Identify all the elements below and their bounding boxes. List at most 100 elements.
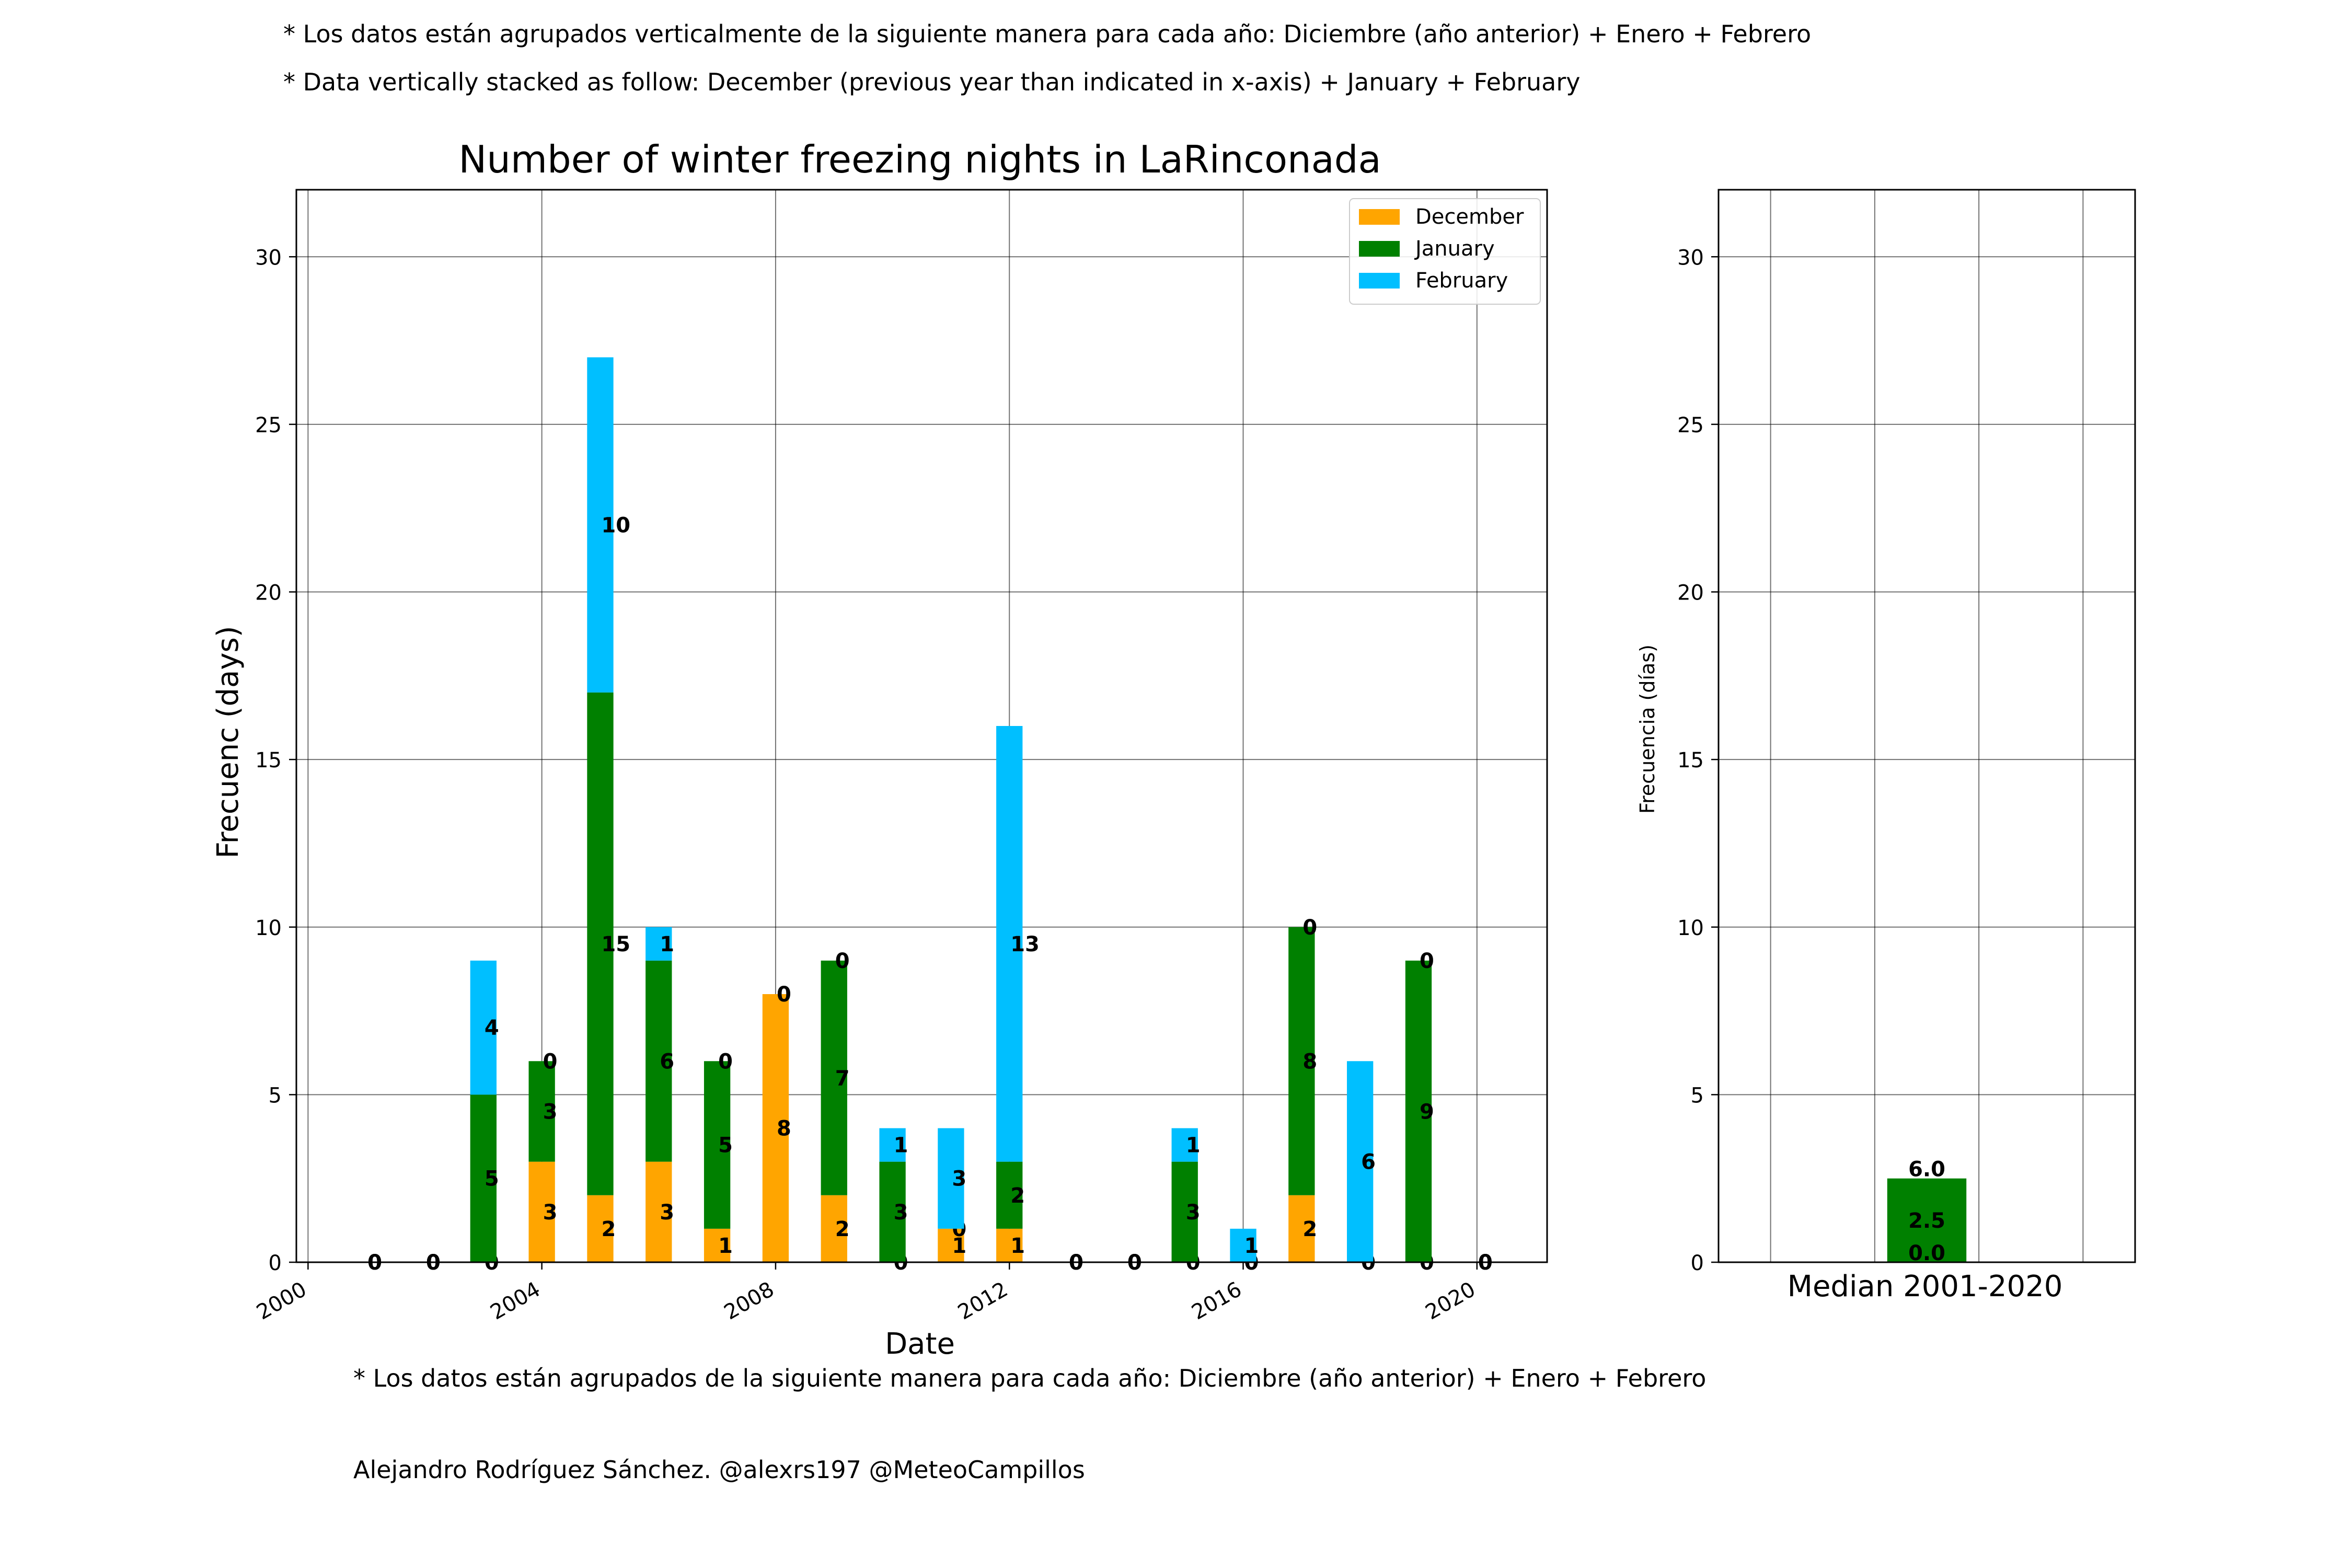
bar-december-2007 [704, 1228, 731, 1262]
note-bottom-es: * Los datos están agrupados de la siguie… [353, 1364, 1707, 1392]
legend-label-december: December [1415, 205, 1524, 229]
bar-january-2017 [1288, 927, 1315, 1195]
main-plot-frame [295, 189, 1548, 1263]
bar-february-2018 [1347, 1061, 1374, 1262]
data-label-january: 3 [1186, 1201, 1201, 1225]
bar-december-2011 [938, 1228, 964, 1262]
bar-january-2012 [996, 1161, 1023, 1229]
bar-january-2007 [704, 1061, 731, 1229]
data-label-december: 3 [543, 1201, 558, 1225]
data-label-december: 2 [601, 1217, 616, 1241]
data-label-january: 8 [1302, 1050, 1317, 1074]
main-y-axis-label: Frecuenc (days) [211, 626, 245, 858]
bar-january-2009 [821, 960, 847, 1195]
legend-label-february: February [1415, 269, 1508, 293]
bar-february-2011 [938, 1128, 964, 1229]
credit-text: Alejandro Rodríguez Sánchez. @alexrs197 … [353, 1456, 1085, 1484]
bar-december-2008 [762, 994, 789, 1262]
data-label-december: 2 [835, 1217, 850, 1241]
data-label-january: 5 [718, 1134, 733, 1158]
y-tick-label: 5 [269, 1083, 282, 1108]
side-y-tick-label: 0 [1691, 1251, 1704, 1275]
main-chart-title: Number of winter freezing nights in LaRi… [458, 137, 1381, 181]
y-tick-label: 20 [255, 581, 282, 605]
side-y-tick-label: 5 [1691, 1083, 1704, 1108]
bar-february-2012 [996, 726, 1023, 1162]
note-top-en: * Data vertically stacked as follow: Dec… [283, 68, 1581, 96]
data-label-february: 1 [1186, 1134, 1201, 1158]
data-label-december: 1 [718, 1234, 733, 1258]
median-data-label: 6.0 [1908, 1158, 1945, 1182]
bar-december-2012 [996, 1228, 1023, 1262]
data-label-january: 7 [835, 1066, 850, 1090]
data-label-february: 0 [777, 983, 791, 1007]
data-label-january: 15 [601, 932, 630, 956]
bar-december-2009 [821, 1195, 847, 1262]
data-label-december: 2 [1302, 1217, 1317, 1241]
data-label-february: 0 [835, 949, 850, 973]
legend-label-january: January [1414, 237, 1495, 261]
side-y-tick-label: 30 [1677, 246, 1704, 270]
data-label-january: 3 [894, 1201, 908, 1225]
bar-january-2003 [470, 1094, 497, 1262]
bar-january-2006 [645, 960, 672, 1162]
bar-december-2006 [645, 1161, 672, 1262]
bar-december-2017 [1288, 1195, 1315, 1262]
data-label-february: 6 [1361, 1150, 1376, 1174]
data-label-january: 9 [1420, 1100, 1434, 1124]
data-label-january: 3 [543, 1100, 558, 1124]
data-label-february: 1 [894, 1134, 908, 1158]
y-tick-label: 25 [255, 413, 282, 437]
legend-swatch-february [1359, 273, 1400, 289]
data-label-january: 5 [485, 1167, 499, 1191]
data-label-february: 10 [601, 513, 630, 537]
data-label-december: 1 [952, 1234, 966, 1258]
median-data-label: 0.0 [1908, 1241, 1945, 1265]
data-label-february: 0 [1420, 949, 1434, 973]
y-tick-label: 15 [255, 748, 282, 773]
data-label-february: 3 [952, 1167, 966, 1191]
bar-february-2015 [1171, 1128, 1198, 1162]
median-data-label: 2.5 [1908, 1209, 1945, 1233]
legend-swatch-january [1359, 241, 1400, 257]
data-label-february: 1 [660, 932, 674, 956]
x-tick-label: 2008 [720, 1277, 778, 1325]
bar-february-2016 [1230, 1228, 1256, 1262]
y-tick-label: 30 [255, 246, 282, 270]
bar-january-2010 [879, 1161, 906, 1262]
side-y-axis-label: Frecuencia (días) [1636, 644, 1659, 814]
data-label-february: 1 [1244, 1234, 1259, 1258]
note-top-es: * Los datos están agrupados verticalment… [283, 20, 1812, 48]
data-label-february: 4 [485, 1016, 499, 1040]
side-y-tick-label: 15 [1677, 748, 1704, 773]
side-x-axis-label: Median 2001-2020 [1788, 1270, 2063, 1304]
x-tick-label: 2020 [1422, 1277, 1480, 1325]
data-label-december: 1 [1010, 1234, 1025, 1258]
x-tick-label: 2016 [1187, 1277, 1246, 1325]
data-label-january: 0 [777, 983, 791, 1007]
bar-january-2019 [1405, 960, 1432, 1262]
side-plot-frame [1717, 189, 2136, 1263]
bar-february-2005 [587, 357, 614, 693]
data-label-february: 0 [718, 1050, 733, 1074]
data-label-december: 3 [660, 1201, 674, 1225]
main-x-axis-label: Date [885, 1327, 955, 1361]
y-tick-label: 10 [255, 916, 282, 940]
data-label-february: 0 [1302, 916, 1317, 940]
y-tick-label: 0 [269, 1251, 282, 1275]
x-tick-label: 2000 [252, 1277, 310, 1325]
data-label-january: 2 [1010, 1184, 1025, 1208]
x-tick-label: 2004 [486, 1277, 544, 1325]
bar-february-2006 [645, 927, 672, 961]
side-y-tick-label: 20 [1677, 581, 1704, 605]
side-y-tick-label: 25 [1677, 413, 1704, 437]
bar-december-2004 [528, 1161, 555, 1262]
data-label-february: 0 [543, 1050, 558, 1074]
legend: December January February [1349, 198, 1541, 305]
bar-january-2015 [1171, 1161, 1198, 1262]
bar-january-2004 [528, 1061, 555, 1162]
side-y-tick-label: 10 [1677, 916, 1704, 940]
bar-february-2010 [879, 1128, 906, 1162]
